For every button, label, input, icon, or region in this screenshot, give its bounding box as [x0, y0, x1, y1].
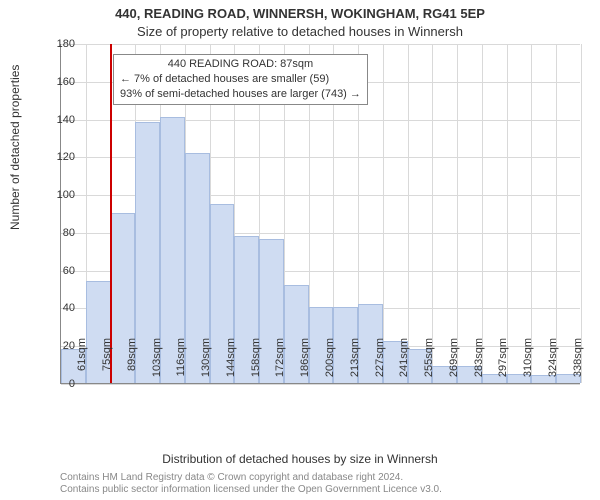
y-tick-label: 80 — [45, 227, 75, 239]
gridline-v — [482, 44, 483, 383]
y-tick-label: 100 — [45, 189, 75, 201]
footer-line1: Contains HM Land Registry data © Crown c… — [60, 472, 580, 484]
y-tick-label: 20 — [45, 340, 75, 352]
gridline-v — [581, 44, 582, 383]
x-tick-label: 227sqm — [374, 338, 386, 388]
y-tick-label: 160 — [45, 76, 75, 88]
gridline-v — [383, 44, 384, 383]
y-tick-label: 120 — [45, 151, 75, 163]
x-tick-label: 213sqm — [349, 338, 361, 388]
gridline-v — [432, 44, 433, 383]
x-tick-label: 89sqm — [126, 338, 138, 388]
x-tick-label: 116sqm — [175, 338, 187, 388]
y-axis-label: Number of detached properties — [8, 65, 22, 230]
x-tick-label: 61sqm — [76, 338, 88, 388]
x-tick-label: 158sqm — [250, 338, 262, 388]
x-tick-label: 255sqm — [423, 338, 435, 388]
y-tick-label: 0 — [45, 378, 75, 390]
x-tick-label: 310sqm — [522, 338, 534, 388]
annotation-box: 440 READING ROAD: 87sqm← 7% of detached … — [113, 54, 368, 105]
x-tick-label: 186sqm — [299, 338, 311, 388]
chart-title-line1: 440, READING ROAD, WINNERSH, WOKINGHAM, … — [0, 6, 600, 21]
footer-attribution: Contains HM Land Registry data © Crown c… — [60, 472, 580, 496]
x-tick-label: 172sqm — [274, 338, 286, 388]
gridline-v — [408, 44, 409, 383]
footer-line2: Contains public sector information licen… — [60, 484, 580, 496]
plot-area: 440 READING ROAD: 87sqm← 7% of detached … — [60, 44, 580, 384]
chart-title-line2: Size of property relative to detached ho… — [0, 24, 600, 39]
x-tick-label: 297sqm — [497, 338, 509, 388]
x-tick-label: 103sqm — [151, 338, 163, 388]
gridline-h — [61, 120, 580, 121]
gridline-v — [556, 44, 557, 383]
reference-marker-line — [110, 44, 112, 383]
y-tick-label: 60 — [45, 265, 75, 277]
y-tick-label: 40 — [45, 302, 75, 314]
x-tick-label: 200sqm — [324, 338, 336, 388]
gridline-v — [507, 44, 508, 383]
annotation-line: 93% of semi-detached houses are larger (… — [120, 87, 361, 102]
x-tick-label: 269sqm — [448, 338, 460, 388]
gridline-v — [531, 44, 532, 383]
x-axis-label: Distribution of detached houses by size … — [0, 452, 600, 466]
annotation-line: ← 7% of detached houses are smaller (59) — [120, 72, 361, 87]
x-tick-label: 283sqm — [473, 338, 485, 388]
x-tick-label: 324sqm — [547, 338, 559, 388]
annotation-line: 440 READING ROAD: 87sqm — [120, 57, 361, 72]
y-tick-label: 140 — [45, 114, 75, 126]
x-tick-label: 338sqm — [572, 338, 584, 388]
y-tick-label: 180 — [45, 38, 75, 50]
chart-container: 440, READING ROAD, WINNERSH, WOKINGHAM, … — [0, 0, 600, 500]
x-tick-label: 241sqm — [398, 338, 410, 388]
x-tick-label: 130sqm — [200, 338, 212, 388]
x-tick-label: 144sqm — [225, 338, 237, 388]
gridline-v — [457, 44, 458, 383]
gridline-h — [61, 44, 580, 45]
x-tick-label: 75sqm — [101, 338, 113, 388]
